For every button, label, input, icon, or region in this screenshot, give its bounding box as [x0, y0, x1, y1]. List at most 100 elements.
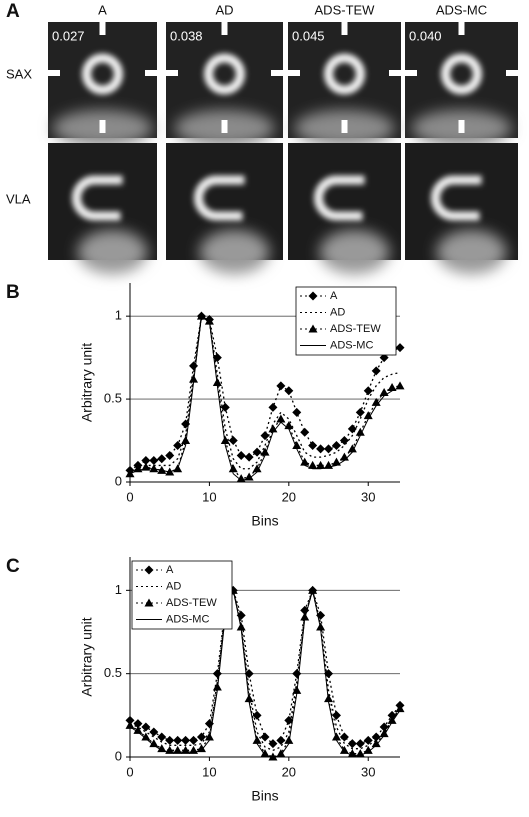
y-tick-label: 0: [115, 473, 122, 488]
marker-triangle: [141, 732, 151, 741]
marker-bar: [48, 70, 60, 76]
panel-label: B: [6, 282, 20, 303]
y-tick-label: 0.5: [104, 665, 122, 680]
vla-image: [48, 143, 157, 274]
marker-diamond: [149, 455, 159, 465]
marker-diamond: [379, 722, 389, 732]
marker-triangle: [244, 472, 254, 481]
marker-diamond: [339, 732, 349, 742]
marker-bar: [458, 22, 465, 35]
glow: [436, 230, 507, 274]
marker-triangle: [125, 720, 135, 729]
row-label: VLA: [6, 191, 31, 206]
marker-triangle: [347, 444, 357, 453]
marker-diamond: [371, 732, 381, 742]
marker-diamond: [395, 343, 405, 353]
x-tick-label: 0: [126, 489, 133, 504]
y-axis-label: Arbitrary unit: [79, 617, 95, 696]
sax-image: 0.027: [48, 22, 157, 146]
marker-triangle: [300, 457, 310, 466]
y-axis-label: Arbitrary unit: [79, 343, 95, 422]
marker-bar: [341, 22, 348, 35]
legend-label: A: [330, 290, 338, 302]
marker-triangle: [331, 732, 341, 741]
marker-diamond: [292, 407, 302, 417]
marker-diamond: [165, 450, 175, 460]
sax-image: 0.045: [288, 22, 401, 146]
marker-bar: [341, 120, 348, 133]
glow: [199, 230, 270, 274]
marker-diamond: [252, 710, 262, 720]
marker-diamond: [363, 735, 373, 745]
marker-triangle: [379, 729, 389, 738]
x-tick-label: 30: [361, 764, 375, 779]
marker-diamond: [196, 732, 206, 742]
marker-triangle: [331, 457, 341, 466]
vla-image: [166, 143, 283, 274]
panel-label: C: [6, 556, 20, 577]
image-value: 0.038: [170, 28, 203, 43]
marker-diamond: [173, 441, 183, 451]
legend-label: ADS-TEW: [330, 323, 381, 335]
column-label: AD: [215, 2, 233, 17]
marker-triangle: [316, 460, 326, 469]
marker-diamond: [355, 407, 365, 417]
series-line: [129, 587, 401, 752]
marker-triangle: [308, 585, 318, 594]
x-tick-label: 10: [202, 489, 216, 504]
panel-label: A: [6, 1, 20, 22]
marker-triangle: [387, 715, 397, 724]
marker-triangle: [260, 749, 270, 758]
marker-triangle: [173, 745, 183, 754]
series-line: [129, 315, 401, 471]
marker-diamond: [324, 444, 334, 454]
marker-triangle: [228, 464, 238, 473]
marker-triangle: [149, 739, 159, 748]
vla-image: [405, 143, 518, 274]
marker-bar: [221, 22, 228, 35]
marker-triangle: [387, 382, 397, 391]
marker-diamond: [236, 450, 246, 460]
marker-bar: [145, 70, 157, 76]
marker-diamond: [125, 715, 135, 725]
marker-triangle: [308, 460, 318, 469]
marker-diamond: [268, 402, 278, 412]
marker-diamond: [260, 431, 270, 441]
marker-diamond: [363, 386, 373, 396]
marker-diamond: [244, 669, 254, 679]
column-label: ADS-TEW: [315, 2, 376, 17]
marker-triangle: [204, 732, 214, 741]
marker-diamond: [244, 452, 254, 462]
marker-triangle: [371, 397, 381, 406]
marker-bar: [166, 70, 178, 76]
marker-triangle: [260, 447, 270, 456]
marker-bar: [458, 120, 465, 133]
marker-diamond: [276, 381, 286, 391]
ring: [324, 53, 365, 95]
x-tick-label: 20: [282, 764, 296, 779]
image-value: 0.040: [409, 28, 442, 43]
marker-triangle: [363, 411, 373, 420]
y-tick-label: 1: [115, 308, 122, 323]
x-tick-label: 10: [202, 764, 216, 779]
vla-image: [288, 143, 401, 274]
marker-diamond: [189, 735, 199, 745]
image-value: 0.027: [52, 28, 85, 43]
marker-triangle: [395, 381, 405, 390]
marker-bar: [506, 70, 518, 76]
marker-diamond: [308, 291, 318, 301]
marker-triangle: [379, 387, 389, 396]
marker-triangle: [157, 744, 167, 753]
ring: [441, 53, 482, 95]
y-tick-label: 0: [115, 748, 122, 763]
marker-triangle: [355, 427, 365, 436]
marker-diamond: [331, 710, 341, 720]
marker-triangle: [144, 598, 154, 607]
marker-diamond: [316, 444, 326, 454]
u-shape: [431, 175, 482, 221]
marker-triangle: [133, 725, 143, 734]
x-tick-label: 0: [126, 764, 133, 779]
marker-triangle: [189, 745, 199, 754]
marker-diamond: [260, 732, 270, 742]
row-label: SAX: [6, 66, 32, 81]
